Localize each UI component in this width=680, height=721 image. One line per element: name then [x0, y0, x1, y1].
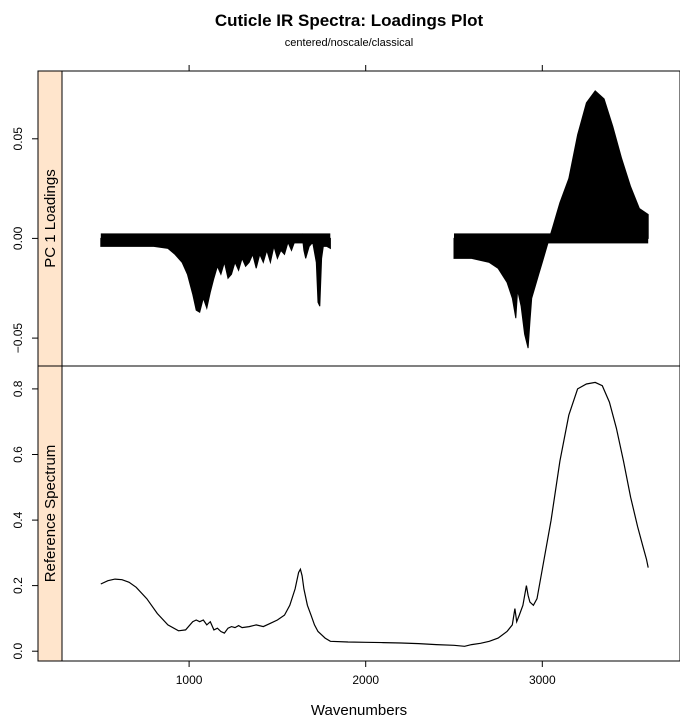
loadings-baseline-band-2 [454, 233, 649, 244]
reference-y-tick-label: 0.8 [11, 380, 25, 397]
loadings-y-tick-label: 0.05 [11, 127, 25, 151]
x-tick-label: 3000 [529, 673, 556, 687]
reference-strip [37, 365, 63, 662]
reference-series [100, 381, 649, 647]
reference-line [100, 381, 649, 647]
x-tick-label: 2000 [352, 673, 379, 687]
reference-y-axis: 0.0 0.2 0.4 0.6 0.8 [11, 380, 38, 660]
loadings-area-1 [100, 233, 331, 313]
reference-y-tick-label: 0.2 [11, 577, 25, 594]
chart-title: Cuticle IR Spectra: Loadings Plot [215, 11, 484, 30]
chart-subtitle: centered/noscale/classical [285, 37, 413, 49]
reference-panel: Reference Spectrum 0.0 0.2 0.4 0.6 0.8 1000 2… [11, 365, 680, 687]
reference-y-tick-label: 0.4 [11, 511, 25, 528]
reference-y-tick-label: 0.0 [11, 643, 25, 660]
reference-frame [61, 365, 680, 662]
x-axis: 1000 2000 3000 [176, 661, 556, 687]
loadings-strip-label: PC 1 Loadings [42, 169, 59, 267]
loadings-y-axis: −0.05 0.00 0.05 [11, 127, 38, 353]
x-axis-title: Wavenumbers [311, 702, 407, 719]
loadings-strip [37, 70, 63, 367]
reference-y-tick-label: 0.6 [11, 446, 25, 463]
loadings-baseline-band-1 [100, 233, 331, 244]
reference-strip-label: Reference Spectrum [42, 445, 59, 583]
loadings-panel: PC 1 Loadings −0.05 0.00 0.05 [11, 65, 680, 367]
x-tick-label: 1000 [176, 673, 203, 687]
loadings-top-ticks [188, 65, 543, 71]
loadings-y-tick-label: −0.05 [11, 323, 25, 354]
loadings-series [100, 90, 649, 349]
loadings-area-2 [453, 90, 649, 349]
loadings-y-tick-label: 0.00 [11, 226, 25, 250]
